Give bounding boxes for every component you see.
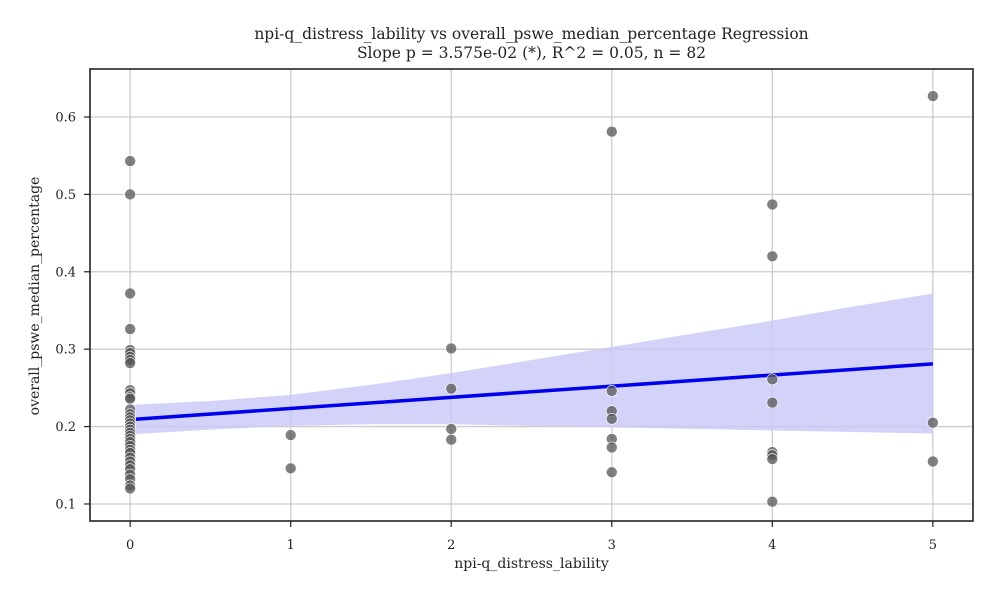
ci-band-area [130,293,933,435]
data-point [766,453,779,465]
data-point [605,441,618,454]
x-tick-label: 1 [287,538,295,553]
data-point [124,392,136,405]
x-tick-label: 5 [929,538,937,553]
y-tick-label: 0.3 [55,343,76,358]
data-point [124,323,136,335]
chart-subtitle: Slope p = 3.575e-02 (*), R^2 = 0.05, n =… [356,44,707,62]
chart-title: npi-q_distress_lability vs overall_pswe_… [254,25,809,43]
data-point [766,250,779,263]
plot-frame [89,68,974,522]
fit-line [130,362,933,422]
data-point [766,396,779,409]
data-point [605,385,618,397]
y-axis-label: overall_pswe_median_percentage [27,176,43,416]
y-tick-label: 0.1 [55,497,76,512]
x-tick-label: 0 [126,538,134,553]
x-axis-label: npi-q_distress_lability [454,556,609,572]
y-tick-label: 0.5 [55,188,76,203]
data-point [605,125,618,138]
data-point [605,466,618,479]
data-point [766,198,779,211]
data-points [124,90,939,508]
data-point [927,416,939,429]
data-point [284,462,297,475]
data-point [124,287,136,300]
data-point [445,382,458,395]
x-tick-label: 3 [608,538,616,553]
grid [90,69,973,521]
confidence-band [130,293,933,435]
data-point [124,482,136,495]
data-point [124,155,136,167]
data-point [124,357,136,369]
data-point [927,90,939,102]
data-point [445,423,458,435]
regression-line [130,362,933,422]
data-point [124,188,136,201]
y-tick-label: 0.4 [55,265,76,280]
y-tick-label: 0.2 [55,420,76,435]
data-point [284,429,297,441]
axis-ticks: 0 1 2 3 4 5 0.1 0.2 0.3 0.4 0.5 0.6 [55,110,937,553]
data-point [927,455,939,468]
data-point [445,433,458,446]
data-point [605,413,618,425]
x-tick-label: 2 [447,538,455,553]
data-point [766,495,779,508]
data-point [766,373,779,386]
y-tick-label: 0.6 [55,110,76,125]
data-point [445,342,458,355]
x-tick-label: 4 [768,538,776,553]
